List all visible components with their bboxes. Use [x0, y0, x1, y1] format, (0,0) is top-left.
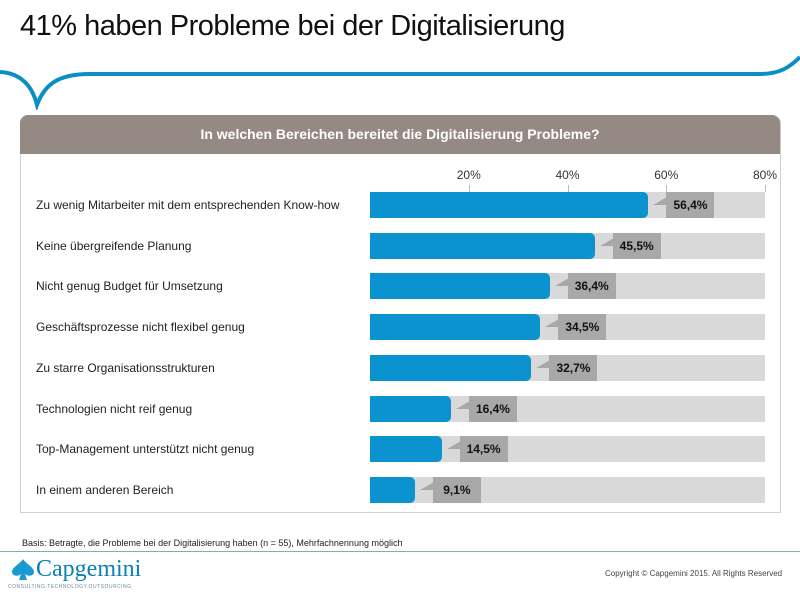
category-label: Nicht genug Budget für Umsetzung [36, 279, 223, 294]
bar [370, 314, 541, 341]
category-label: Geschäftsprozesse nicht flexibel genug [36, 320, 245, 335]
tick-mark [468, 185, 470, 192]
bar [370, 192, 649, 218]
label-pointer [536, 359, 551, 368]
tick-mark [567, 185, 569, 192]
copyright: Copyright © Capgemini 2015. All Rights R… [605, 569, 783, 578]
category-label: Keine übergreifende Planung [36, 238, 192, 253]
bar [370, 436, 442, 463]
category-label: Zu starre Organisationsstrukturen [36, 360, 215, 375]
value-label: 14,5% [459, 436, 508, 463]
page-title: 41% haben Probleme bei der Digitalisieru… [20, 10, 565, 42]
category-label: Top-Management unterstützt nicht genug [36, 442, 255, 457]
tick-label: 20% [456, 168, 481, 182]
footnote: Basis: Betragte, die Probleme bei der Di… [22, 538, 403, 548]
value-label: 36,4% [567, 273, 616, 300]
value-label: 34,5% [558, 314, 607, 341]
label-pointer [545, 319, 560, 328]
footer-divider [0, 551, 800, 552]
label-pointer [446, 441, 461, 450]
value-label: 32,7% [549, 354, 598, 381]
tick-mark [666, 185, 668, 192]
value-label: 16,4% [468, 395, 517, 422]
chart-panel [20, 115, 781, 513]
bar-track [370, 476, 765, 503]
panel-header: In welchen Bereichen bereitet die Digita… [20, 115, 780, 154]
value-label: 9,1% [432, 476, 481, 503]
bar [370, 354, 532, 381]
tick-mark [765, 185, 766, 192]
label-pointer [599, 237, 614, 246]
label-pointer [419, 481, 434, 490]
logo-text: Capgemini [36, 556, 142, 582]
bar [370, 395, 451, 422]
category-label: Zu wenig Mitarbeiter mit dem entsprechen… [36, 198, 340, 212]
label-pointer [653, 197, 668, 205]
bar [370, 273, 550, 300]
bar [370, 232, 595, 259]
label-pointer [554, 278, 569, 287]
tick-label: 80% [752, 168, 778, 182]
logo-tagline: CONSULTING.TECHNOLOGY.OUTSOURCING [8, 584, 132, 590]
tick-label: 60% [654, 168, 679, 182]
value-label: 45,5% [612, 232, 661, 259]
decorative-wave [0, 55, 800, 110]
bar [370, 476, 415, 503]
category-label: Technologien nicht reif genug [36, 401, 193, 416]
label-pointer [455, 400, 470, 409]
tick-label: 40% [555, 168, 580, 182]
capgemini-spade-icon [12, 559, 34, 580]
category-label: In einem anderen Bereich [36, 482, 174, 497]
value-label: 56,4% [666, 192, 715, 218]
